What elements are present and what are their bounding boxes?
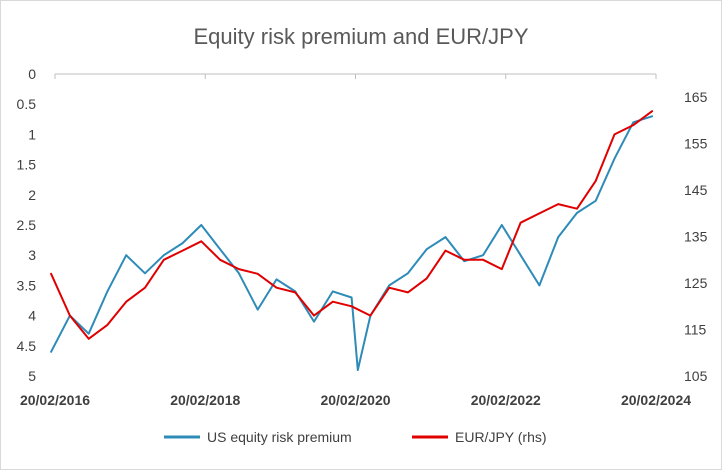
data-point — [350, 296, 353, 299]
y-left-tick-label: 1 — [28, 126, 36, 142]
data-point — [125, 300, 127, 303]
data-point — [106, 324, 109, 326]
y-right-tick-label: 115 — [684, 322, 707, 338]
data-point — [632, 124, 635, 126]
y-right-tick-label: 105 — [684, 368, 708, 384]
data-point — [50, 351, 52, 353]
series-line-erp — [50, 115, 654, 371]
data-point — [69, 314, 71, 317]
y-left-tick-label: 2 — [28, 187, 36, 203]
y-left-tick-label: 2.5 — [17, 217, 37, 233]
data-point — [332, 300, 334, 303]
data-point — [125, 254, 127, 256]
data-point — [238, 268, 240, 270]
data-point — [200, 224, 203, 226]
data-point — [538, 284, 541, 287]
data-point — [238, 272, 240, 275]
data-point — [444, 236, 447, 238]
data-point — [425, 248, 428, 250]
data-point — [594, 200, 597, 202]
data-point — [501, 268, 503, 270]
data-point — [350, 305, 353, 308]
data-point — [613, 157, 616, 160]
data-point — [425, 277, 428, 280]
data-point — [576, 212, 578, 214]
data-point — [557, 203, 559, 205]
data-point — [407, 272, 409, 275]
y-right-tick-label: 165 — [684, 89, 708, 105]
x-tick-label: 20/02/2016 — [20, 392, 90, 408]
y-right-tick-label: 135 — [684, 229, 708, 245]
x-tick-label: 20/02/2020 — [320, 392, 390, 408]
data-point — [463, 259, 466, 261]
data-point — [144, 272, 146, 275]
data-point — [163, 254, 165, 256]
data-point — [369, 314, 372, 317]
data-point — [519, 254, 522, 256]
y-right-tick-label: 155 — [684, 136, 708, 152]
data-point — [294, 291, 297, 294]
data-point — [163, 259, 165, 261]
y-left-tick-label: 3.5 — [17, 277, 37, 293]
data-point — [87, 338, 90, 340]
data-point — [200, 240, 203, 243]
y-left-tick-label: 4.5 — [17, 338, 37, 354]
data-point — [557, 236, 559, 238]
data-point — [407, 291, 409, 294]
data-point — [482, 254, 484, 256]
data-point — [87, 332, 90, 335]
data-point — [463, 260, 466, 263]
data-point — [632, 121, 635, 124]
data-point — [594, 180, 597, 182]
x-tick-label: 20/02/2022 — [471, 392, 541, 408]
data-point — [519, 221, 522, 224]
legend-label-erp: US equity risk premium — [207, 429, 352, 445]
data-point — [538, 212, 541, 215]
legend: US equity risk premium EUR/JPY (rhs) — [164, 429, 547, 445]
data-point — [181, 242, 184, 244]
data-point — [576, 207, 578, 210]
data-point — [313, 320, 315, 323]
y-left-tick-label: 3 — [28, 247, 36, 263]
data-point — [275, 286, 278, 289]
data-point — [256, 308, 259, 311]
series-layer — [50, 110, 654, 371]
data-point — [444, 249, 447, 252]
data-point — [219, 248, 221, 250]
data-point — [482, 259, 484, 261]
data-point — [181, 249, 184, 252]
y-right-tick-label: 145 — [684, 182, 708, 198]
data-point — [651, 115, 653, 118]
y-left-tick-label: 1.5 — [17, 157, 37, 173]
data-point — [275, 278, 278, 281]
data-point — [332, 290, 334, 293]
y-left-tick-label: 0.5 — [17, 96, 37, 112]
x-tick-label: 20/02/2024 — [621, 392, 691, 408]
data-point — [388, 286, 391, 289]
y-left-tick-label: 0 — [28, 66, 36, 82]
x-tick-label: 20/02/2018 — [170, 392, 240, 408]
data-point — [256, 273, 259, 275]
data-point — [388, 284, 391, 287]
y-left-tick-label: 4 — [28, 308, 36, 324]
data-point — [106, 290, 109, 293]
axes: 20/02/2016 20/02/2018 20/02/2020 20/02/2022… — [17, 66, 708, 408]
data-point — [651, 110, 653, 112]
data-point — [50, 273, 52, 275]
data-point — [219, 259, 221, 261]
data-point — [357, 369, 359, 371]
y-left-tick-label: 5 — [28, 368, 36, 384]
data-point — [313, 314, 315, 317]
legend-label-eurjpy: EUR/JPY (rhs) — [455, 429, 547, 445]
data-point — [613, 133, 616, 136]
data-point — [144, 286, 146, 289]
chart-title: Equity risk premium and EUR/JPY — [194, 24, 529, 49]
y-right-tick-label: 125 — [684, 275, 708, 291]
data-point — [501, 224, 503, 226]
